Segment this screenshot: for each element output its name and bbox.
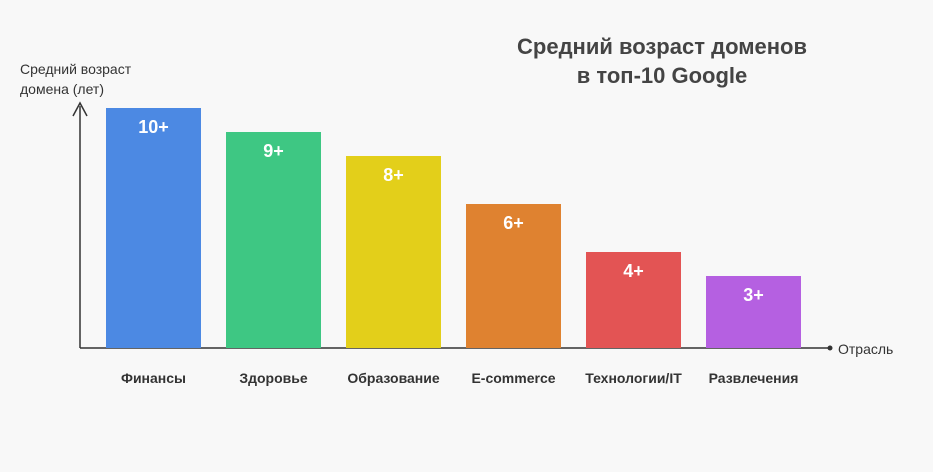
x-tick-label-5: Развлечения <box>709 370 799 386</box>
x-axis-end-dot-icon <box>827 345 833 351</box>
bar-value-label-3: 6+ <box>503 213 524 233</box>
bar-value-label-1: 9+ <box>263 141 284 161</box>
x-tick-label-1: Здоровье <box>239 370 308 386</box>
y-axis-arrow-icon <box>72 101 88 117</box>
bar-value-label-2: 8+ <box>383 165 404 185</box>
x-axis-label: Отрасль <box>838 341 893 357</box>
bar-value-label-0: 10+ <box>138 117 169 137</box>
bar-value-label-4: 4+ <box>623 261 644 281</box>
bar-value-label-5: 3+ <box>743 285 764 305</box>
y-axis-label-line-2: домена (лет) <box>20 81 104 97</box>
bar-2 <box>346 156 441 348</box>
bar-5 <box>706 276 801 348</box>
bar-group: 10+ Финансы 9+ Здоровье 8+ Образование 6+ E-com… <box>106 108 801 386</box>
chart-title-line-2: в топ-10 Google <box>577 63 748 88</box>
x-tick-label-2: Образование <box>347 370 439 386</box>
bar-1 <box>226 132 321 348</box>
chart-title-line-1: Средний возраст доменов <box>517 34 807 59</box>
x-tick-label-3: E-commerce <box>471 370 555 386</box>
y-axis-label-line-1: Средний возраст <box>20 61 132 77</box>
bar-4 <box>586 252 681 348</box>
x-tick-label-4: Технологии/IT <box>585 370 682 386</box>
x-tick-label-0: Финансы <box>121 370 186 386</box>
bar-3 <box>466 204 561 348</box>
bar-0 <box>106 108 201 348</box>
